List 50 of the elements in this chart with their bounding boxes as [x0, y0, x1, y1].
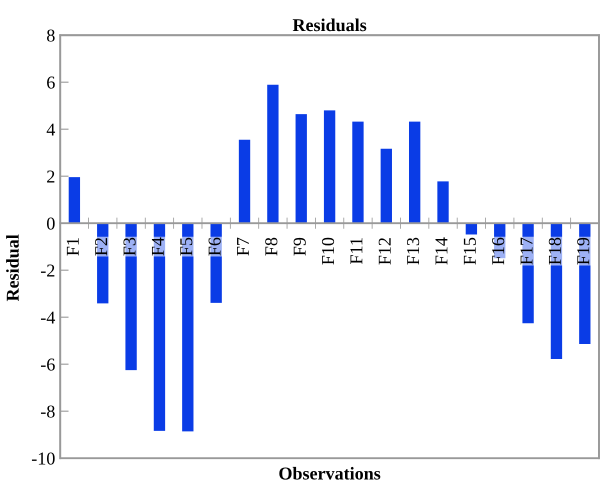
- y-tick-label: -6: [40, 358, 55, 371]
- y-tick-label: -10: [32, 452, 55, 465]
- bar: [210, 223, 222, 303]
- x-tick-label: F4: [152, 237, 164, 256]
- bar: [522, 223, 534, 324]
- x-tick-label: F14: [435, 237, 448, 265]
- x-tick-label: F7: [237, 238, 249, 256]
- x-tick-label: F8: [265, 238, 278, 256]
- y-tick-label: 6: [47, 76, 55, 89]
- x-tick-label: F2: [95, 238, 108, 256]
- y-tick-label: 4: [46, 124, 56, 136]
- y-tick-label: -2: [40, 264, 54, 276]
- x-tick-label: F12: [378, 238, 391, 265]
- x-tick-label: F16: [492, 238, 504, 265]
- bar: [408, 122, 420, 224]
- y-tick-label: 2: [47, 170, 54, 182]
- x-axis-title: Observations: [279, 466, 380, 480]
- y-tick-label: -4: [40, 312, 56, 324]
- x-tick-label: F17: [520, 238, 532, 265]
- bar: [182, 223, 194, 432]
- bar: [352, 122, 364, 224]
- x-tick-label: F3: [123, 238, 136, 256]
- bar: [579, 223, 590, 344]
- x-tick-label: F13: [407, 238, 420, 265]
- bar: [267, 84, 279, 224]
- bar: [380, 148, 392, 224]
- x-tick-label: F11: [350, 238, 362, 264]
- bar: [550, 223, 562, 360]
- x-tick-label: F18: [548, 238, 561, 265]
- y-axis-title: Residual: [6, 234, 19, 302]
- x-tick-label: F6: [208, 238, 221, 256]
- bar: [437, 181, 449, 224]
- y-tick-label: 0: [47, 217, 55, 230]
- x-tick-label: F10: [322, 238, 334, 265]
- bar: [466, 223, 478, 234]
- bar: [154, 223, 166, 431]
- bar: [238, 140, 250, 224]
- y-tick-label: -8: [40, 405, 55, 418]
- bar: [68, 177, 80, 224]
- bar: [324, 110, 336, 224]
- x-tick-label: F1: [66, 238, 79, 256]
- x-tick-label: F9: [294, 238, 306, 256]
- y-tick-label: 8: [47, 29, 55, 42]
- x-tick-label: F5: [180, 238, 192, 256]
- bar: [97, 223, 108, 304]
- chart-title: Residuals: [292, 18, 366, 32]
- bar: [296, 114, 307, 224]
- x-tick-label: F19: [577, 238, 590, 265]
- x-tick-label: F15: [464, 238, 476, 265]
- bar: [125, 223, 137, 370]
